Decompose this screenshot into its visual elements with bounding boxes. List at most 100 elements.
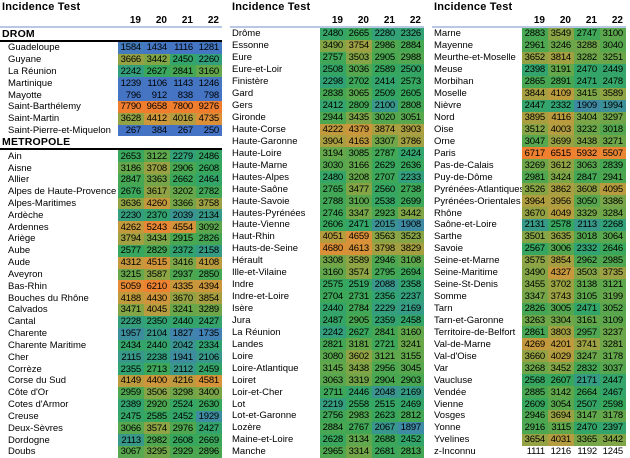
value-cell[interactable]: 2434 [118,339,144,352]
value-cell[interactable]: 2721 [372,338,398,351]
value-cell[interactable]: 2784 [346,302,372,315]
value-cell[interactable]: 3297 [600,111,626,124]
value-cell[interactable]: 3040 [600,39,626,52]
value-cell[interactable]: 2508 [320,63,346,76]
row-label[interactable]: Lot [232,398,246,410]
value-cell[interactable]: 2782 [196,185,222,198]
row-label[interactable]: Haut-Rhin [232,231,275,243]
value-cell[interactable]: 3670 [170,292,196,305]
value-cell[interactable]: 3066 [118,422,144,435]
value-cell[interactable]: 2233 [398,171,424,184]
row-label[interactable]: Mayenne [434,40,474,52]
row-label[interactable]: Corse du Sud [8,375,67,387]
row-label[interactable]: Pyrénées-Orientales [434,195,521,207]
value-cell[interactable]: 2906 [170,162,196,174]
value-cell[interactable]: 3452 [548,362,574,375]
value-cell[interactable]: 2891 [548,75,574,88]
value-cell[interactable]: 4260 [144,197,170,210]
row-label[interactable]: Mayotte [8,89,42,101]
row-label[interactable]: Hérault [232,255,263,267]
value-cell[interactable]: 3018 [600,123,626,136]
row-label[interactable]: Val-d'Oise [434,350,477,362]
value-cell[interactable]: 3786 [398,135,424,148]
value-cell[interactable]: 2976 [170,422,196,435]
value-cell[interactable]: 3121 [600,278,626,291]
row-label[interactable]: Puy-de-Dôme [434,171,493,183]
value-cell[interactable]: 3743 [548,290,574,303]
value-cell[interactable]: 3232 [574,123,600,136]
row-label[interactable]: Cher [8,351,29,363]
value-cell[interactable]: 4116 [548,111,574,124]
row-label[interactable]: Isère [232,303,254,315]
value-cell[interactable]: 2608 [196,162,222,174]
value-cell[interactable]: 2370 [144,209,170,222]
value-cell[interactable]: 3155 [398,350,424,363]
value-cell[interactable]: 3115 [548,421,574,434]
value-cell[interactable]: 2538 [372,195,398,208]
value-cell[interactable]: 2711 [320,386,346,399]
value-cell[interactable]: 2334 [196,339,222,352]
row-label[interactable]: Charente [8,328,48,340]
value-cell[interactable]: 3702 [548,278,574,291]
value-cell[interactable]: 3181 [346,338,372,351]
value-cell[interactable]: 4515 [144,256,170,269]
value-cell[interactable]: 2585 [144,410,170,423]
value-cell[interactable]: 2480 [320,171,346,184]
value-cell[interactable]: 4659 [346,230,372,243]
value-cell[interactable]: 2905 [372,51,398,64]
value-cell[interactable]: 2629 [372,159,398,172]
value-cell[interactable]: 2982 [144,434,170,446]
value-cell[interactable]: 2738 [398,183,424,196]
value-cell[interactable]: 4049 [548,207,574,219]
value-cell[interactable]: 3166 [346,159,372,172]
row-label[interactable]: Deux-Sèvres [8,422,63,434]
value-cell[interactable]: 2242 [118,65,144,78]
value-cell[interactable]: 3666 [118,53,144,66]
value-cell[interactable]: 1106 [144,77,170,90]
row-label[interactable]: Aube [8,245,31,257]
section-header[interactable]: METROPOLE [2,136,71,149]
row-label[interactable]: Yonne [434,422,461,434]
value-cell[interactable]: 2412 [320,99,346,112]
row-label[interactable]: Seine-et-Marne [434,255,500,267]
value-cell[interactable]: 3503 [574,266,600,279]
value-cell[interactable]: 3602 [346,350,372,363]
value-cell[interactable]: 3178 [600,350,626,363]
value-cell[interactable]: 4735 [196,112,222,125]
value-cell[interactable]: 4029 [548,350,574,363]
value-cell[interactable]: 2500 [398,63,424,76]
value-cell[interactable]: 3160 [196,65,222,78]
value-cell[interactable]: 2841 [170,65,196,78]
value-cell[interactable]: 2665 [346,28,372,40]
value-cell[interactable]: 2605 [398,87,424,100]
value-cell[interactable]: 4109 [548,87,574,100]
row-label[interactable]: Haute-Marne [232,159,288,171]
value-cell[interactable]: 2884 [398,39,424,52]
value-cell[interactable]: 2169 [398,302,424,315]
value-cell[interactable]: 3612 [548,159,574,172]
value-cell[interactable]: 2106 [196,351,222,364]
row-label[interactable]: Saône-et-Loire [434,219,497,231]
value-cell[interactable]: 2470 [574,63,600,76]
row-label[interactable]: Sarthe [434,231,462,243]
value-cell[interactable]: 1192 [577,446,597,458]
value-cell[interactable]: 2606 [320,219,346,231]
value-cell[interactable]: 2298 [320,75,346,88]
column-header[interactable]: 22 [207,14,219,26]
row-label[interactable]: Cotes d'Armor [8,399,69,411]
value-cell[interactable]: 3365 [574,433,600,446]
value-cell[interactable]: 2440 [320,302,346,315]
row-label[interactable]: Nièvre [434,100,462,112]
row-label[interactable]: Doubs [8,446,36,458]
row-label[interactable]: Ardennes [8,221,49,233]
value-cell[interactable]: 7800 [170,100,196,113]
value-cell[interactable]: 2459 [196,363,222,376]
row-label[interactable]: Gers [232,100,253,112]
value-cell[interactable]: 3438 [574,135,600,148]
value-cell[interactable]: 2228 [118,315,144,328]
value-cell[interactable]: 3298 [170,386,196,399]
value-cell[interactable]: 2427 [196,422,222,435]
value-cell[interactable]: 2847 [574,171,600,184]
value-cell[interactable]: 3424 [548,171,574,184]
value-cell[interactable]: 1246 [196,77,222,90]
